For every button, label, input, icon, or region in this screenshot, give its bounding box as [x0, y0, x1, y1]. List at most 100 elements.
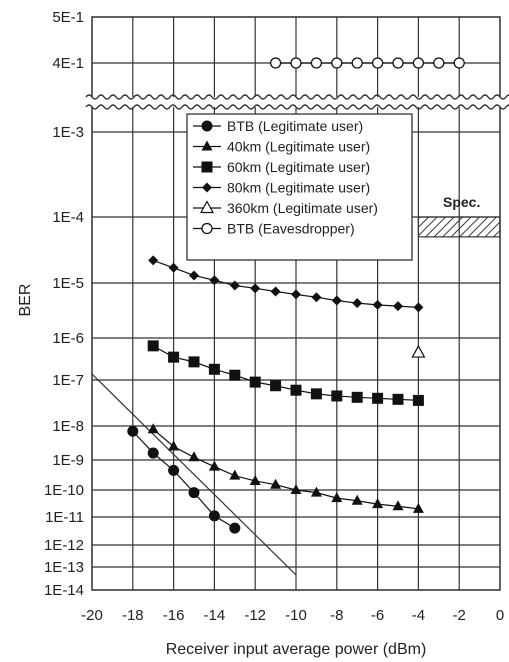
legend-marker [201, 161, 213, 173]
y-tick-label: 1E-9 [52, 452, 84, 469]
x-tick-label: -2 [453, 607, 466, 624]
data-point [229, 469, 241, 480]
data-point [189, 270, 199, 281]
data-point [229, 369, 241, 381]
data-point [310, 388, 322, 400]
data-point [249, 474, 261, 485]
y-tick-label: 1E-7 [52, 372, 84, 389]
data-point [168, 440, 180, 451]
series-5 [269, 57, 465, 69]
legend-marker [201, 140, 213, 151]
data-point [411, 344, 426, 358]
y-tick-label: 1E-14 [44, 582, 84, 599]
y-tick-label: 5E-1 [52, 9, 84, 26]
data-point [250, 283, 261, 294]
data-point [413, 302, 424, 313]
legend-marker [199, 200, 215, 214]
series-3 [148, 255, 424, 313]
x-tick-label: -4 [412, 607, 425, 624]
data-point [290, 484, 302, 494]
y-tick-label: 1E-4 [52, 209, 84, 226]
y-tick-label: 1E-13 [44, 559, 84, 576]
data-point [352, 298, 363, 309]
legend-label: 40km (Legitimate user) [227, 139, 370, 155]
data-point [127, 425, 139, 437]
x-tick-label: -14 [204, 607, 226, 624]
y-tick-label: 1E-5 [52, 275, 84, 292]
data-point [290, 384, 302, 396]
data-point [209, 275, 220, 286]
data-point [229, 522, 241, 534]
x-tick-label: -20 [81, 607, 103, 624]
series-1 [147, 423, 424, 513]
data-point [188, 487, 200, 499]
series-0 [127, 425, 241, 534]
x-tick-label: -6 [371, 607, 384, 624]
y-axis-label: BER [17, 284, 34, 317]
x-tick-label: -8 [330, 607, 343, 624]
spec-band [417, 216, 501, 238]
data-point [249, 376, 261, 388]
data-point [331, 492, 343, 503]
data-point [147, 340, 159, 352]
y-tick-label: 1E-6 [52, 330, 84, 347]
data-point [310, 57, 323, 69]
legend-label: 60km (Legitimate user) [227, 159, 370, 175]
data-point [392, 500, 404, 511]
data-point [412, 502, 424, 513]
legend-label: 80km (Legitimate user) [227, 180, 370, 196]
data-point [229, 280, 240, 291]
data-point [270, 286, 281, 297]
x-axis-label: Receiver input average power (dBm) [166, 641, 427, 658]
data-point [371, 57, 384, 69]
data-point [291, 289, 301, 300]
data-point [372, 392, 384, 404]
data-point [412, 57, 425, 69]
data-point [393, 301, 403, 312]
spec-band-box [417, 216, 501, 238]
spec-annotation: Spec. [443, 194, 480, 210]
y-tick-label: 1E-10 [44, 482, 84, 499]
data-point [270, 478, 282, 489]
break-edge-top [85, 94, 509, 100]
y-tick-label: 4E-1 [52, 55, 84, 72]
tick-labels: -20 -18 -16 -14 -12 -10 -8 -6 -4 -2 05E-14E-11E-31… [44, 9, 504, 624]
legend-label: 360km (Legitimate user) [227, 200, 378, 216]
y-tick-label: 1E-11 [45, 509, 84, 526]
upper-axis-segment [85, 62, 509, 110]
data-point [290, 57, 302, 69]
x-tick-label: -16 [163, 607, 185, 624]
data-point [311, 292, 322, 303]
series-2 [147, 340, 424, 406]
x-tick-label: -10 [285, 607, 307, 624]
data-point [392, 57, 404, 69]
series-4 [411, 344, 426, 358]
fit-lines [91, 373, 297, 576]
data-point [208, 510, 220, 522]
axis-break [86, 97, 506, 107]
legend-label: BTB (Legitimate user) [227, 118, 363, 134]
data-point [392, 393, 404, 405]
data-point [453, 57, 465, 69]
legend-box [186, 113, 413, 261]
legend-marker [201, 120, 213, 132]
btb-fit-line [91, 373, 297, 576]
y-tick-label: 1E-12 [44, 537, 84, 554]
series-layer [127, 57, 465, 534]
x-tick-label: -12 [244, 607, 266, 624]
data-point [331, 390, 343, 402]
x-tick-label: 0 [496, 607, 504, 624]
data-point [208, 363, 220, 375]
y-tick-label: 1E-8 [52, 418, 84, 435]
data-point [372, 299, 383, 310]
data-point [188, 451, 200, 462]
data-point [351, 494, 363, 505]
data-point [331, 295, 342, 306]
data-point [372, 498, 384, 509]
data-point [412, 394, 424, 406]
break-edge-bottom [85, 104, 509, 110]
legend-marker [201, 222, 213, 235]
data-point [310, 486, 322, 497]
